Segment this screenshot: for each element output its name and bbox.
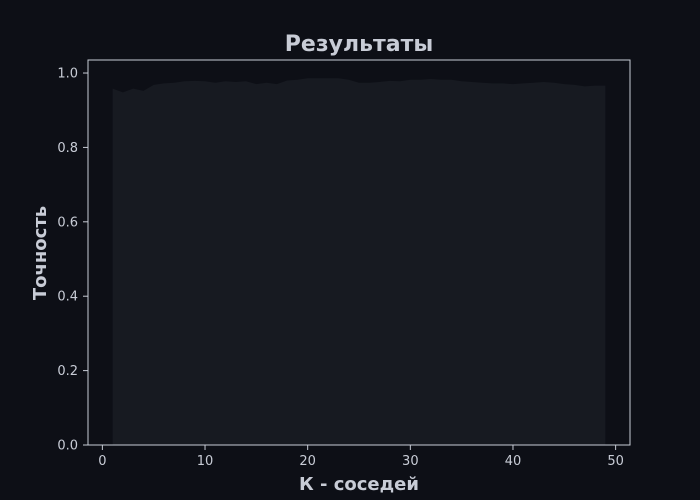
area-series <box>112 78 606 445</box>
y-axis-ticks: 0.0 0.2 0.4 0.6 0.8 1.0 <box>57 67 88 454</box>
x-tick-label: 10 <box>197 454 214 469</box>
axes-frame <box>87 59 631 446</box>
y-tick-label: 1.0 <box>57 67 78 82</box>
x-tick-label: 30 <box>402 454 419 469</box>
x-axis-label: К - соседей <box>299 474 419 495</box>
x-tick-label: 40 <box>505 454 522 469</box>
y-tick-label: 0.4 <box>57 290 78 305</box>
y-tick-label: 0.0 <box>57 439 78 454</box>
y-axis-label: Точность <box>30 206 51 300</box>
x-tick-label: 0 <box>98 454 106 469</box>
x-axis-ticks: 0 10 20 30 40 50 <box>98 445 624 469</box>
y-tick-label: 0.2 <box>57 364 78 379</box>
x-tick-label: 50 <box>607 454 624 469</box>
chart-title: Результаты <box>285 32 433 57</box>
y-tick-label: 0.6 <box>57 215 78 230</box>
area-fill-series-0 <box>112 78 606 445</box>
y-tick-label: 0.8 <box>57 141 78 156</box>
x-tick-label: 20 <box>299 454 316 469</box>
